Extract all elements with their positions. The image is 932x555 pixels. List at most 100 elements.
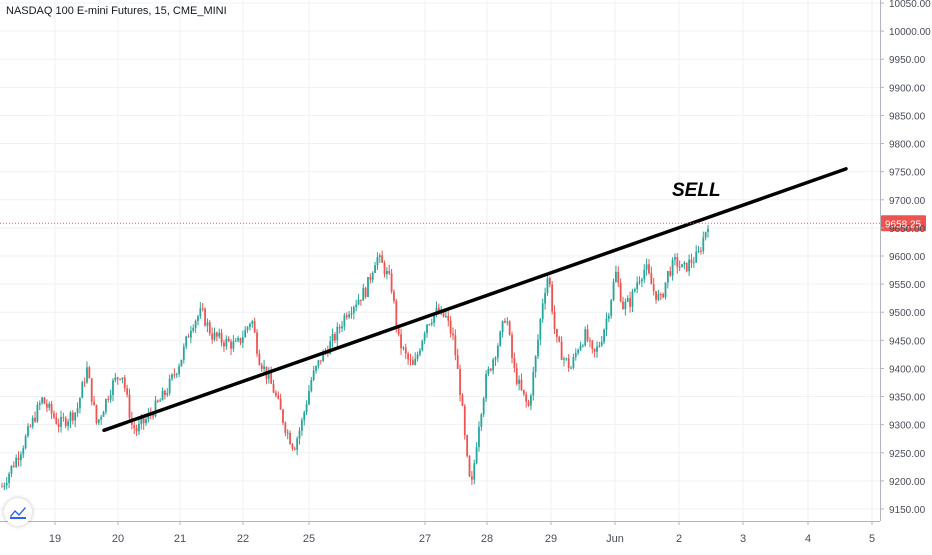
candle-body (74, 412, 77, 421)
candle-body (445, 315, 447, 317)
candle-body (579, 345, 582, 350)
candle-body (178, 366, 180, 374)
candle-body (548, 278, 551, 285)
candle-body (145, 419, 147, 424)
candle-body (272, 383, 275, 393)
candle-body (551, 284, 554, 312)
candle-body (171, 374, 173, 379)
candle-body (442, 309, 445, 317)
candle-body (201, 308, 204, 310)
price-line-layer: 9658.25 (0, 215, 926, 232)
candle-body (161, 390, 164, 401)
time-tick-label: 5 (869, 533, 875, 545)
candle-body (8, 473, 10, 483)
tradingview-logo-icon[interactable] (4, 498, 32, 526)
price-tick-label: 9600.00 (889, 252, 926, 263)
candle-body (546, 278, 549, 293)
candle-body (173, 374, 176, 376)
candle-body (197, 316, 199, 322)
candle-body (43, 397, 46, 404)
candle-body (688, 259, 691, 272)
candle-body (69, 412, 72, 422)
candle-body (537, 339, 539, 357)
candle-body (334, 334, 336, 341)
candle-body (246, 327, 249, 330)
price-tick-label: 9150.00 (889, 505, 926, 516)
price-tick-label: 9450.00 (889, 336, 926, 347)
candle-body (114, 377, 117, 381)
candle-body (352, 307, 355, 314)
candle-body (570, 367, 572, 369)
candle-body (55, 417, 58, 424)
candle-body (607, 315, 610, 319)
candle-body (558, 336, 561, 342)
candle-body (112, 380, 114, 395)
candle-body (345, 315, 348, 318)
candle-body (626, 298, 629, 302)
candle-body (362, 288, 365, 301)
candle-body (19, 454, 22, 460)
candle-body (374, 265, 376, 273)
candle-body (284, 422, 287, 433)
candle-body (617, 271, 620, 283)
candle-body (260, 364, 263, 370)
candle-body (485, 374, 487, 399)
candle-body (563, 358, 565, 360)
candle-body (156, 400, 159, 402)
candle-body (50, 403, 53, 414)
candle-body (95, 404, 98, 423)
candle-body (603, 329, 606, 342)
candle-body (126, 388, 129, 395)
candle-body (468, 456, 471, 477)
candle-body (428, 324, 431, 326)
candle-body (329, 341, 332, 354)
candle-body (97, 419, 100, 423)
price-tick-label: 9500.00 (889, 308, 926, 319)
candle-body (282, 409, 284, 423)
candle-body (487, 368, 490, 375)
candle-body (100, 416, 103, 420)
candle-body (515, 367, 518, 384)
candle-body (600, 341, 603, 346)
chart-title: NASDAQ 100 E-mini Futures, 15, CME_MINI (6, 5, 227, 17)
price-tick-label: 9750.00 (889, 168, 926, 179)
candle-body (508, 321, 511, 335)
candle-body (267, 372, 270, 379)
candles-layer (1, 224, 709, 491)
candle-body (227, 338, 230, 342)
candle-body (22, 448, 25, 455)
candle-body (270, 372, 273, 384)
candle-body (456, 355, 459, 369)
candle-body (496, 345, 499, 358)
candle-body (565, 358, 568, 360)
candle-body (421, 340, 424, 351)
candle-body (489, 368, 492, 371)
candle-body (400, 334, 402, 349)
candle-body (640, 279, 643, 282)
candle-body (619, 282, 622, 302)
time-tick-label: 27 (419, 533, 431, 545)
current-price-label: 9658.25 (885, 219, 922, 230)
candle-body (478, 426, 480, 448)
candle-body (223, 342, 225, 347)
candle-body (560, 341, 563, 360)
candle-body (704, 232, 707, 238)
candle-body (234, 340, 237, 342)
candle-body (390, 273, 393, 292)
candle-body (683, 262, 686, 265)
price-tick-label: 9700.00 (889, 196, 926, 207)
candle-body (296, 438, 299, 450)
candle-body (492, 359, 495, 371)
price-tick-label: 9950.00 (889, 55, 926, 66)
candle-body (409, 359, 412, 361)
candle-body (430, 322, 433, 325)
candle-body (249, 323, 251, 328)
candle-body (230, 341, 232, 349)
candle-body (633, 289, 636, 292)
candle-body (199, 308, 202, 317)
candle-body (300, 420, 303, 431)
candle-body (697, 250, 700, 252)
candle-body (215, 332, 218, 337)
candle-body (655, 291, 657, 300)
candle-body (251, 321, 254, 324)
